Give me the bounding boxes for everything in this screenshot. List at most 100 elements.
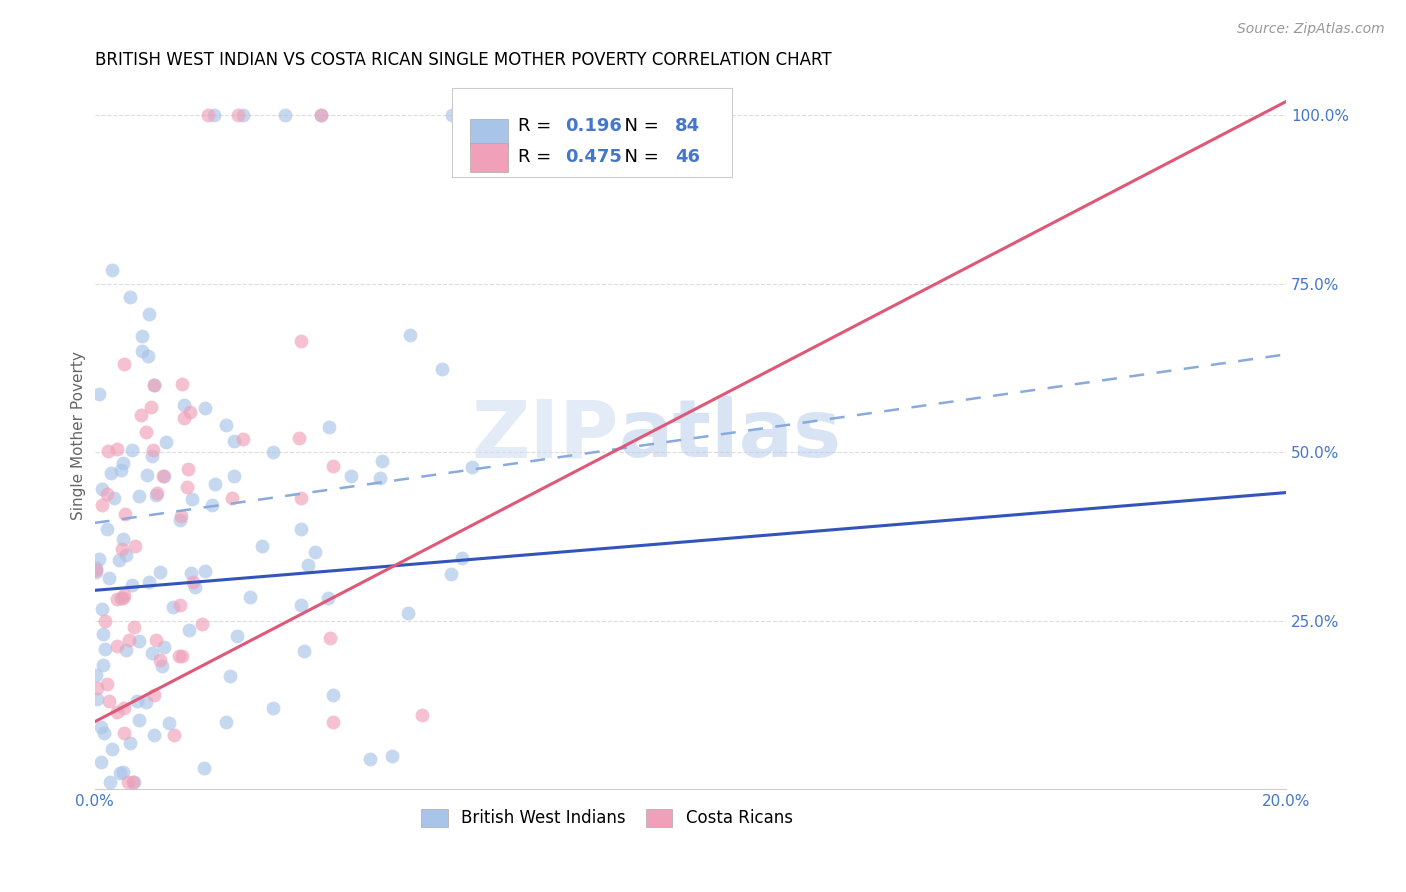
Point: [122, 775, 145, 789]
Y-axis label: Single Mother Poverty: Single Mother Poverty: [72, 351, 86, 520]
Point: [129, 408, 152, 422]
Point: [135, 695, 157, 709]
Point: [191, 617, 214, 632]
Point: [94, 614, 117, 628]
Point: [179, 405, 201, 419]
Point: [368, 471, 391, 485]
Text: 46: 46: [675, 148, 700, 166]
Text: N =: N =: [613, 148, 664, 166]
Point: [86, 566, 108, 580]
Point: [143, 377, 166, 392]
Point: [290, 599, 312, 613]
Point: [381, 748, 404, 763]
Point: [138, 575, 160, 590]
Point: [105, 592, 128, 607]
Text: R =: R =: [517, 148, 557, 166]
Point: [297, 558, 319, 572]
Point: [149, 566, 172, 580]
Point: [152, 469, 174, 483]
Point: [180, 566, 202, 580]
Point: [197, 108, 219, 122]
Point: [96, 522, 118, 536]
Point: [181, 492, 204, 507]
Point: [440, 566, 463, 581]
Point: [193, 761, 215, 775]
Point: [114, 643, 136, 657]
Point: [172, 376, 194, 391]
Point: [86, 564, 108, 578]
Point: [93, 726, 115, 740]
Point: [181, 574, 204, 589]
Point: [86, 692, 108, 706]
FancyBboxPatch shape: [451, 88, 733, 177]
Point: [136, 350, 159, 364]
Text: 84: 84: [675, 117, 700, 136]
Point: [111, 533, 134, 547]
Point: [145, 488, 167, 502]
Point: [96, 676, 118, 690]
Point: [162, 599, 184, 614]
Point: [141, 400, 163, 414]
Point: [274, 108, 297, 122]
Point: [155, 434, 177, 449]
Point: [98, 694, 121, 708]
Point: [572, 108, 595, 122]
Point: [451, 550, 474, 565]
Point: [399, 328, 422, 343]
Point: [112, 591, 135, 605]
Point: [86, 681, 108, 695]
Point: [112, 456, 135, 470]
Point: [290, 491, 312, 505]
Point: [371, 454, 394, 468]
Point: [127, 694, 149, 708]
Text: 0.475: 0.475: [565, 148, 621, 166]
Point: [117, 775, 139, 789]
Point: [149, 653, 172, 667]
Point: [173, 398, 195, 412]
Point: [89, 552, 111, 566]
Point: [122, 620, 145, 634]
Point: [173, 411, 195, 425]
Point: [107, 442, 129, 456]
Point: [194, 401, 217, 415]
Point: [214, 714, 236, 729]
Point: [202, 108, 225, 122]
Point: [232, 432, 254, 446]
Point: [128, 489, 150, 503]
Point: [112, 701, 135, 715]
Point: [107, 553, 129, 567]
Point: [157, 715, 180, 730]
Point: [86, 561, 108, 575]
Point: [131, 344, 153, 359]
Point: [91, 657, 114, 672]
Point: [169, 598, 191, 612]
Point: [194, 564, 217, 578]
Point: [204, 477, 226, 491]
Point: [135, 425, 157, 439]
Point: [152, 469, 174, 483]
Point: [110, 591, 132, 606]
Point: [111, 765, 134, 780]
Point: [177, 462, 200, 476]
Point: [120, 290, 142, 304]
Point: [94, 642, 117, 657]
Point: [128, 713, 150, 727]
Point: [114, 507, 136, 521]
Point: [221, 491, 243, 505]
Text: R =: R =: [517, 117, 557, 136]
Point: [96, 487, 118, 501]
Point: [110, 541, 132, 556]
Point: [91, 482, 114, 496]
Point: [141, 449, 163, 463]
Point: [141, 646, 163, 660]
Point: [304, 544, 326, 558]
Point: [226, 108, 249, 122]
Point: [105, 640, 128, 654]
Point: [290, 334, 312, 348]
Point: [184, 580, 207, 594]
Point: [440, 108, 463, 122]
Point: [318, 420, 340, 434]
Point: [396, 606, 419, 620]
Point: [226, 629, 249, 643]
Point: [288, 431, 311, 445]
